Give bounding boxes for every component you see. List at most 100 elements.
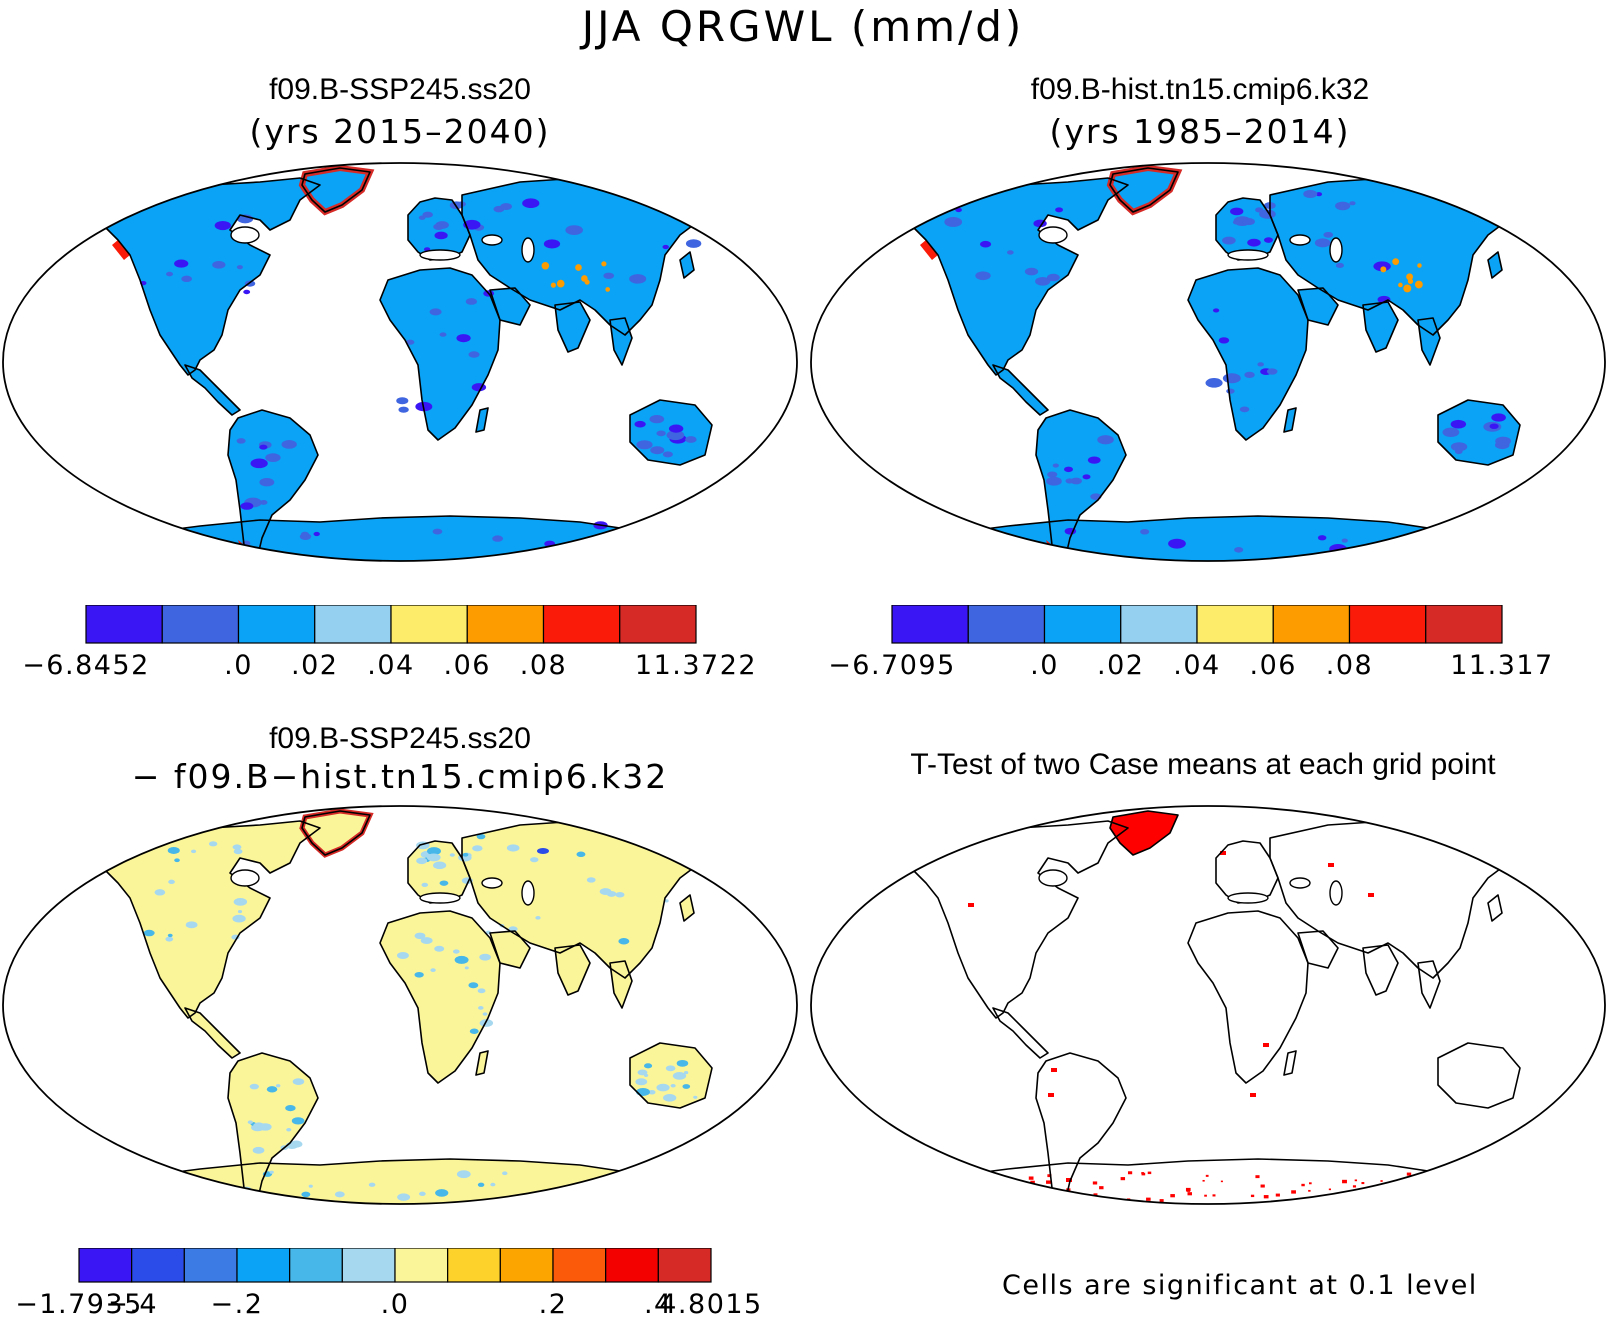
negative-patch	[429, 308, 442, 316]
warm-patch	[1414, 280, 1423, 289]
warm-patch	[1406, 273, 1414, 281]
lake	[419, 892, 461, 904]
negative-patch	[1087, 456, 1101, 464]
colorbar-tick-label: −.4	[105, 1289, 158, 1320]
significant-cell	[962, 1194, 967, 1198]
coastline-north-america	[97, 177, 321, 376]
negative-patch	[1450, 419, 1467, 429]
colorbar-swatch	[657, 1248, 712, 1283]
warm-patch	[1398, 282, 1403, 288]
negative-patch	[433, 223, 444, 230]
lake	[1227, 249, 1269, 261]
significant-cell	[1202, 1179, 1205, 1182]
negative-patch	[1035, 277, 1051, 286]
colorbar-swatch	[1425, 605, 1503, 644]
negative-patch	[1247, 238, 1261, 247]
coastline-africa	[1187, 267, 1309, 441]
significant-cell	[1093, 1193, 1098, 1197]
coastline-north-america	[905, 820, 1129, 1019]
colorbar-swatch	[466, 605, 545, 644]
coastline-north-america	[97, 820, 321, 1019]
lake	[230, 869, 260, 887]
negative-patch	[1263, 237, 1273, 243]
negative-patch	[214, 220, 231, 231]
significant-cell	[1101, 1198, 1107, 1202]
coastline-japan	[1487, 251, 1503, 279]
significant-cell	[1341, 1197, 1344, 1200]
significant-cell	[1170, 1194, 1175, 1198]
negative-patch	[670, 1083, 676, 1088]
coastline-india	[1362, 301, 1399, 353]
negative-patch	[1082, 474, 1091, 480]
negative-patch	[165, 936, 174, 942]
significant-cell	[1394, 1192, 1398, 1195]
negative-patch	[603, 272, 615, 279]
colorbar-swatch	[542, 605, 621, 644]
land-arabia	[1298, 288, 1338, 325]
negative-patch	[1064, 466, 1073, 473]
negative-patch	[492, 535, 503, 542]
lake	[1329, 237, 1343, 263]
negative-patch	[636, 1088, 650, 1096]
colorbar-swatch	[619, 605, 697, 644]
negative-patch	[530, 857, 539, 863]
warm-patch	[1407, 278, 1414, 284]
negative-patch	[396, 397, 409, 405]
colorbar-swatch	[1120, 605, 1198, 644]
negative-patch	[1450, 442, 1468, 452]
land-asia	[1270, 821, 1528, 978]
colorbar-swatch	[552, 1248, 607, 1283]
negative-patch	[456, 334, 471, 343]
negative-patch	[1168, 538, 1186, 549]
significant-cell	[1368, 893, 1374, 897]
warm-patch	[584, 279, 590, 285]
negative-patch	[281, 440, 297, 449]
coastline-australia	[629, 399, 713, 466]
panel-case1-title: f09.B-SSP245.ss20	[269, 73, 531, 106]
negative-patch	[167, 933, 173, 938]
significant-cell	[1066, 1178, 1072, 1182]
lake	[521, 237, 535, 263]
land-north-america	[906, 178, 1128, 375]
negative-patch	[479, 1019, 494, 1027]
negative-patch	[502, 1171, 508, 1176]
significant-cell	[1361, 1182, 1365, 1185]
negative-patch	[668, 424, 684, 433]
negative-patch	[1315, 192, 1323, 197]
warm-patch	[575, 264, 582, 271]
negative-patch	[672, 1072, 687, 1080]
negative-patch	[249, 1083, 259, 1090]
negative-patch	[430, 968, 436, 973]
coastline-south-america	[227, 1052, 319, 1204]
coastline-europe	[407, 197, 471, 261]
negative-patch	[1230, 207, 1244, 216]
coastline-greenland	[301, 810, 371, 856]
coastline-greenland	[301, 167, 371, 213]
negative-patch	[683, 1071, 689, 1075]
significant-cell	[1352, 1185, 1357, 1188]
negative-patch	[1239, 406, 1250, 413]
negative-patch	[397, 1193, 411, 1201]
negative-patch	[190, 849, 197, 854]
colorbar-swatch	[1348, 605, 1427, 644]
land-north-america	[98, 821, 320, 1018]
land-greenland	[302, 811, 370, 855]
negative-patch	[435, 1189, 449, 1197]
negative-patch	[643, 1073, 649, 1077]
negative-patch	[422, 211, 433, 218]
significant-cell	[1204, 1194, 1207, 1197]
negative-patch	[1303, 190, 1318, 199]
negative-patch	[650, 446, 665, 455]
colorbar-tick-label: .0	[1030, 650, 1059, 681]
map-frame	[810, 805, 1606, 1205]
map-ttest	[810, 805, 1606, 1205]
colorbar-tick-label: −1.7935	[15, 1289, 143, 1320]
negative-patch	[308, 1184, 313, 1188]
lake	[521, 880, 535, 906]
land-australia	[1438, 1043, 1520, 1108]
colorbar-swatch	[499, 1248, 554, 1283]
negative-patch	[419, 1191, 426, 1196]
land-madagascar	[476, 1051, 488, 1075]
significant-cell	[1406, 1172, 1412, 1176]
negative-patch	[606, 891, 617, 897]
